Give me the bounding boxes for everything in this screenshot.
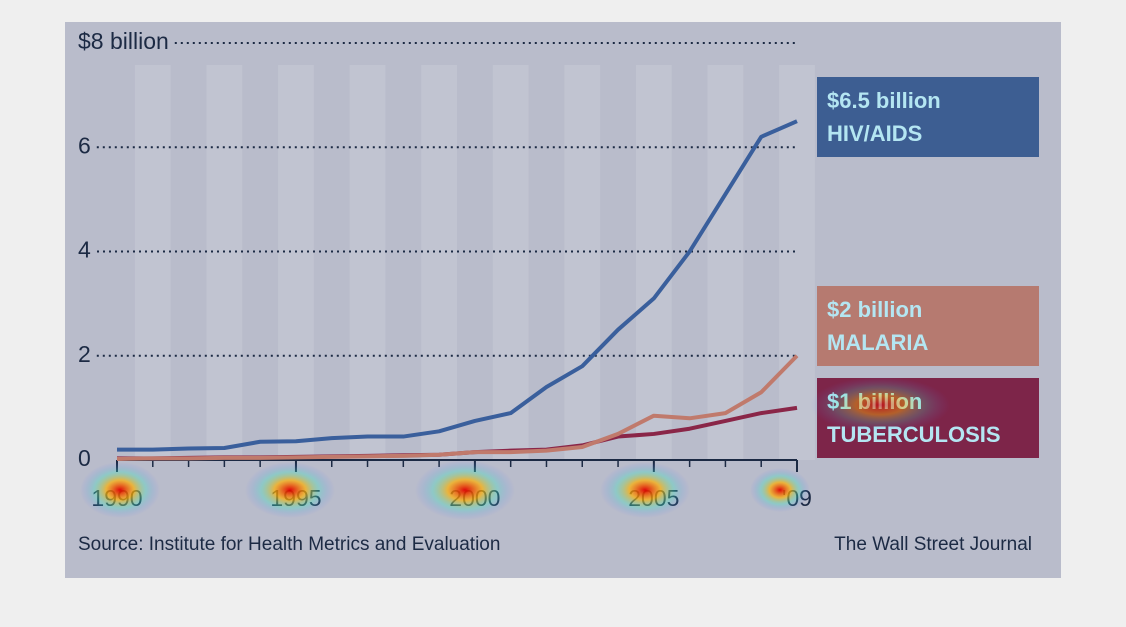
stripe xyxy=(564,65,601,460)
legend-value: $2 billion xyxy=(827,297,922,322)
stripe xyxy=(206,65,243,460)
stripe xyxy=(779,65,815,460)
y-tick-label: 2 xyxy=(78,341,91,367)
y-tick-label: 6 xyxy=(78,132,91,158)
credit: The Wall Street Journal xyxy=(834,534,1032,555)
x-tick-label: '09 xyxy=(782,485,812,511)
y-tick-label: 0 xyxy=(78,445,91,471)
source: Source: Institute for Health Metrics and… xyxy=(78,534,500,555)
x-tick-label: 1995 xyxy=(270,485,321,511)
stripe xyxy=(349,65,386,460)
legend-box xyxy=(817,286,1039,366)
y-tick-label: 4 xyxy=(78,237,91,263)
legend-name: HIV/AIDS xyxy=(827,121,922,146)
stripe xyxy=(635,65,672,460)
lines xyxy=(116,119,799,461)
x-tick-label: 1990 xyxy=(91,485,142,511)
legend-box xyxy=(817,77,1039,157)
legend-name: TUBERCULOSIS xyxy=(827,422,1001,447)
x-tick-label: 2005 xyxy=(628,485,679,511)
stripe xyxy=(707,65,744,460)
series-line xyxy=(117,119,798,452)
stripes xyxy=(134,65,815,460)
stripe xyxy=(421,65,457,460)
stripe xyxy=(492,65,529,460)
legend-name: MALARIA xyxy=(827,330,929,355)
y-tick-label: $8 billion xyxy=(78,28,169,54)
x-tick-label: 2000 xyxy=(449,485,500,511)
series-line xyxy=(116,354,799,461)
legend-value: $6.5 billion xyxy=(827,88,941,113)
stripe xyxy=(134,65,171,460)
legend-value: $1 billion xyxy=(827,389,922,414)
stripe xyxy=(278,65,314,460)
